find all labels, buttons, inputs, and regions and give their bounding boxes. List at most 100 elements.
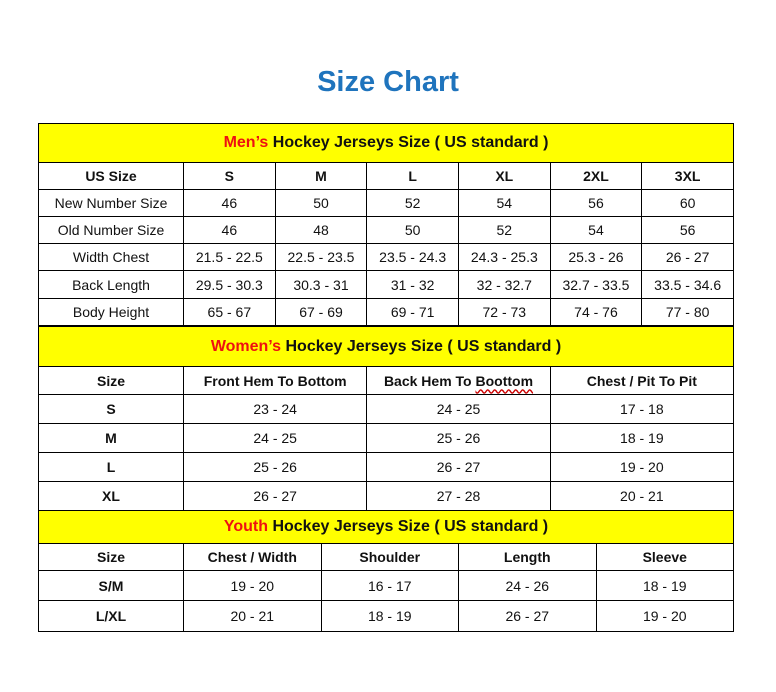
youth-banner: Youth Hockey Jerseys Size ( US standard … — [38, 510, 734, 544]
table-cell: 18 - 19 — [549, 423, 735, 453]
table-row: Old Number Size 46 48 50 52 54 56 — [38, 216, 734, 244]
table-cell: 24 - 25 — [366, 394, 551, 424]
womens-banner: Women’s Hockey Jerseys Size ( US standar… — [38, 326, 734, 367]
table-cell: Old Number Size — [38, 216, 184, 244]
table-row: L 25 - 26 26 - 27 19 - 20 — [38, 452, 735, 482]
table-cell: 65 - 67 — [183, 298, 276, 326]
table-cell: Length — [458, 543, 597, 571]
table-cell: 54 — [457, 189, 551, 217]
table-cell: Size — [38, 543, 184, 571]
table-cell: 16 - 17 — [320, 570, 459, 601]
table-cell: 77 - 80 — [641, 298, 734, 326]
womens-header-row: Size Front Hem To Bottom Back Hem To Boo… — [38, 366, 735, 395]
table-cell: 21.5 - 22.5 — [183, 243, 276, 271]
table-cell: 3XL — [641, 162, 734, 190]
table-cell: 31 - 32 — [366, 270, 459, 299]
table-row: L/XL 20 - 21 18 - 19 26 - 27 19 - 20 — [38, 600, 734, 632]
misspelled-word: Boottom — [475, 372, 534, 389]
mens-title: Hockey Jerseys Size ( US standard ) — [268, 134, 549, 151]
table-cell: S — [38, 394, 184, 424]
womens-title-red: Women’s — [210, 337, 282, 355]
table-cell: 32.7 - 33.5 — [549, 270, 643, 299]
table-cell: 26 - 27 — [641, 243, 734, 271]
table-cell: Sleeve — [595, 543, 734, 571]
table-cell: M — [274, 162, 368, 190]
table-cell: 23 - 24 — [182, 394, 368, 424]
table-cell: 26 - 27 — [366, 452, 551, 482]
table-cell: 25 - 26 — [182, 452, 368, 482]
table-cell: US Size — [38, 162, 184, 190]
table-cell: 30.3 - 31 — [274, 270, 368, 299]
youth-size-table: Youth Hockey Jerseys Size ( US standard … — [38, 510, 734, 632]
table-row: S/M 19 - 20 16 - 17 24 - 26 18 - 19 — [38, 570, 734, 601]
table-cell: Back Length — [38, 270, 184, 299]
table-cell: 18 - 19 — [595, 570, 734, 601]
table-row: Size Chest / Width Shoulder Length Sleeve — [38, 543, 734, 571]
table-cell: L/XL — [38, 600, 184, 632]
table-cell: 24 - 26 — [458, 570, 597, 601]
header-cell: Front Hem To Bottom — [182, 366, 368, 395]
table-cell: 19 - 20 — [183, 570, 322, 601]
table-cell: New Number Size — [38, 189, 184, 217]
mens-size-table: Men’s Hockey Jerseys Size ( US standard … — [38, 123, 734, 326]
table-cell: Chest / Width — [183, 543, 322, 571]
table-cell: 29.5 - 30.3 — [183, 270, 276, 299]
table-cell: 2XL — [549, 162, 643, 190]
womens-size-table: Women’s Hockey Jerseys Size ( US standar… — [38, 326, 735, 511]
table-cell: 27 - 28 — [366, 481, 551, 511]
table-cell: 25.3 - 26 — [549, 243, 643, 271]
table-cell: 74 - 76 — [549, 298, 643, 326]
mens-banner: Men’s Hockey Jerseys Size ( US standard … — [38, 123, 734, 163]
youth-title: Hockey Jerseys Size ( US standard ) — [268, 518, 549, 535]
table-cell: 19 - 20 — [595, 600, 734, 632]
table-cell: 50 — [366, 216, 459, 244]
table-cell: 56 — [549, 189, 643, 217]
table-cell: 18 - 19 — [320, 600, 459, 632]
header-cell: Size — [38, 366, 184, 395]
table-cell: Width Chest — [38, 243, 184, 271]
table-cell: S/M — [38, 570, 184, 601]
table-cell: 33.5 - 34.6 — [641, 270, 734, 299]
header-cell: Chest / Pit To Pit — [549, 366, 735, 395]
table-row: Body Height 65 - 67 67 - 69 69 - 71 72 - 73 7… — [38, 298, 734, 326]
table-cell: 22.5 - 23.5 — [274, 243, 368, 271]
table-cell: Shoulder — [320, 543, 459, 571]
womens-title: Hockey Jerseys Size ( US standard ) — [281, 337, 562, 355]
table-cell: XL — [457, 162, 551, 190]
table-cell: 60 — [641, 189, 734, 217]
table-row: US Size S M L XL 2XL 3XL — [38, 162, 734, 190]
table-cell: 20 - 21 — [183, 600, 322, 632]
table-cell: 52 — [457, 216, 551, 244]
table-cell: 46 — [183, 216, 276, 244]
table-cell: 24 - 25 — [182, 423, 368, 453]
table-cell: L — [38, 452, 184, 482]
table-cell: S — [183, 162, 276, 190]
table-cell: 25 - 26 — [366, 423, 551, 453]
table-row: Width Chest 21.5 - 22.5 22.5 - 23.5 23.5 - … — [38, 243, 734, 271]
table-cell: 48 — [274, 216, 368, 244]
table-cell: 54 — [549, 216, 643, 244]
mens-title-red: Men’s — [223, 134, 269, 151]
table-cell: 50 — [274, 189, 368, 217]
header-text: Back Hem To — [383, 372, 476, 389]
table-row: New Number Size 46 50 52 54 56 60 — [38, 189, 734, 217]
table-cell: 26 - 27 — [182, 481, 368, 511]
table-cell: 32 - 32.7 — [457, 270, 551, 299]
table-cell: 26 - 27 — [458, 600, 597, 632]
table-cell: M — [38, 423, 184, 453]
header-cell: Back Hem To Boottom — [366, 366, 551, 395]
table-row: Back Length 29.5 - 30.3 30.3 - 31 31 - 32 32… — [38, 270, 734, 299]
table-cell: 23.5 - 24.3 — [366, 243, 459, 271]
page-title: Size Chart — [317, 66, 459, 98]
table-cell: 67 - 69 — [274, 298, 368, 326]
table-cell: XL — [38, 481, 184, 511]
table-cell: 24.3 - 25.3 — [457, 243, 551, 271]
table-cell: 46 — [183, 189, 276, 217]
table-cell: 72 - 73 — [457, 298, 551, 326]
table-row: M 24 - 25 25 - 26 18 - 19 — [38, 423, 735, 453]
table-row: XL 26 - 27 27 - 28 20 - 21 — [38, 481, 735, 511]
table-cell: L — [366, 162, 459, 190]
table-cell: 19 - 20 — [549, 452, 735, 482]
table-cell: 69 - 71 — [366, 298, 459, 326]
table-cell: 17 - 18 — [549, 394, 735, 424]
